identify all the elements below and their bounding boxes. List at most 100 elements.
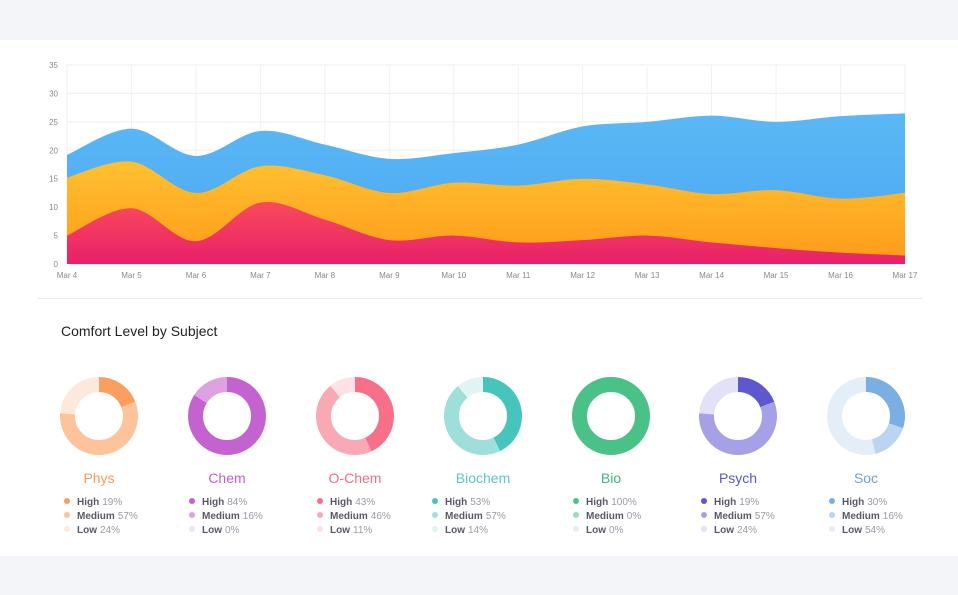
legend-item-medium: Medium 57% xyxy=(701,510,775,524)
donut-slice-low xyxy=(827,377,905,455)
donut-legend: High 84% Medium 16% Low 0% xyxy=(189,496,263,538)
legend-item-low: Low 24% xyxy=(701,524,775,538)
legend-dot xyxy=(189,498,195,504)
donut-chart xyxy=(444,377,522,455)
donut-chart xyxy=(316,377,394,455)
legend-level: Medium xyxy=(77,511,115,522)
legend-level: Low xyxy=(330,525,350,536)
legend-level: High xyxy=(330,497,353,508)
donut-legend: High 53% Medium 57% Low 14% xyxy=(432,496,506,538)
y-tick-label: 20 xyxy=(49,146,58,155)
legend-item-medium: Medium 57% xyxy=(432,510,506,524)
legend-level: Medium xyxy=(445,511,483,522)
legend-percent: 19% xyxy=(102,497,123,508)
legend-level: Medium xyxy=(202,511,240,522)
legend-level: Low xyxy=(842,525,862,536)
legend-level: Low xyxy=(714,525,734,536)
legend-level: High xyxy=(586,497,609,508)
legend-level: Medium xyxy=(714,511,752,522)
legend-percent: 16% xyxy=(882,511,903,522)
donut-o-chem: O-Chem High 43% Medium 46% Low 11% xyxy=(290,376,420,536)
legend-percent: 54% xyxy=(865,525,886,536)
legend-item-high: High 30% xyxy=(829,496,903,510)
legend-percent: 24% xyxy=(100,525,121,536)
legend-dot xyxy=(701,526,707,532)
donut-slice-medium xyxy=(699,377,777,455)
subject-name: O-Chem xyxy=(328,470,382,486)
legend-dot xyxy=(317,512,323,518)
donut-psych: Psych High 19% Medium 57% Low 24% xyxy=(673,376,803,536)
x-tick-label: Mar 5 xyxy=(121,271,142,280)
legend-percent: 46% xyxy=(370,511,391,522)
donut-slice-low xyxy=(699,377,777,455)
donut-chart xyxy=(188,377,266,455)
y-tick-label: 5 xyxy=(54,232,59,241)
y-tick-label: 10 xyxy=(49,203,58,212)
legend-percent: 19% xyxy=(739,497,760,508)
legend-percent: 43% xyxy=(355,497,376,508)
subject-name: Biochem xyxy=(455,470,511,486)
donut-legend: High 19% Medium 57% Low 24% xyxy=(701,496,775,538)
legend-dot xyxy=(64,526,70,532)
x-tick-label: Mar 17 xyxy=(893,271,918,280)
legend-percent: 57% xyxy=(485,511,506,522)
legend-dot xyxy=(829,526,835,532)
legend-level: High xyxy=(445,497,468,508)
legend-level: Medium xyxy=(330,511,368,522)
legend-item-low: Low 0% xyxy=(573,524,641,538)
donut-legend: High 100% Medium 0% Low 0% xyxy=(573,496,641,538)
legend-level: Low xyxy=(586,525,606,536)
subject-name: Phys xyxy=(83,470,115,486)
donut-chart xyxy=(827,377,905,455)
donut-chem: Chem High 84% Medium 16% Low 0% xyxy=(162,376,292,536)
legend-dot xyxy=(432,498,438,504)
donut-legend: High 43% Medium 46% Low 11% xyxy=(317,496,391,538)
x-tick-label: Mar 14 xyxy=(699,271,724,280)
legend-dot xyxy=(701,498,707,504)
legend-percent: 0% xyxy=(609,525,624,536)
legend-item-high: High 84% xyxy=(189,496,263,510)
legend-item-high: High 43% xyxy=(317,496,391,510)
legend-dot xyxy=(573,498,579,504)
y-tick-label: 35 xyxy=(49,61,58,70)
donut-biochem: Biochem High 53% Medium 57% Low 14% xyxy=(418,376,548,536)
donut-phys: Phys High 19% Medium 57% Low 24% xyxy=(34,376,164,536)
legend-percent: 11% xyxy=(353,525,373,536)
stacked-area-chart: 0 5 10 15 20 25 30 35 Mar 4 Mar 5 Mar 6 Mar 7 Mar 8 M… xyxy=(49,61,918,280)
legend-item-medium: Medium 57% xyxy=(64,510,138,524)
legend-percent: 57% xyxy=(117,511,138,522)
donut-slice-medium xyxy=(60,377,138,455)
x-tick-label: Mar 13 xyxy=(635,271,660,280)
y-tick-label: 25 xyxy=(49,118,58,127)
legend-percent: 57% xyxy=(754,511,775,522)
donut-slice-low xyxy=(60,377,138,455)
legend-percent: 53% xyxy=(470,497,491,508)
legend-item-medium: Medium 16% xyxy=(829,510,903,524)
legend-dot xyxy=(432,512,438,518)
legend-percent: 16% xyxy=(242,511,263,522)
donut-legend: High 19% Medium 57% Low 24% xyxy=(64,496,138,538)
legend-percent: 24% xyxy=(737,525,758,536)
x-tick-label: Mar 8 xyxy=(315,271,336,280)
x-tick-label: Mar 7 xyxy=(250,271,271,280)
dashboard-card: 0 5 10 15 20 25 30 35 Mar 4 Mar 5 Mar 6 Mar 7 Mar 8 M… xyxy=(0,40,958,556)
legend-dot xyxy=(64,512,70,518)
legend-item-low: Low 54% xyxy=(829,524,903,538)
legend-level: Medium xyxy=(586,511,624,522)
subject-name: Soc xyxy=(853,470,879,486)
legend-dot xyxy=(701,512,707,518)
donut-chart xyxy=(60,377,138,455)
x-tick-label: Mar 10 xyxy=(441,271,466,280)
legend-item-medium: Medium 0% xyxy=(573,510,641,524)
legend-item-high: High 19% xyxy=(64,496,138,510)
legend-item-medium: Medium 16% xyxy=(189,510,263,524)
legend-dot xyxy=(573,512,579,518)
x-tick-label: Mar 4 xyxy=(57,271,78,280)
legend-level: Low xyxy=(202,525,222,536)
legend-level: High xyxy=(714,497,737,508)
subject-name: Chem xyxy=(208,470,246,486)
legend-item-low: Low 11% xyxy=(317,524,391,538)
legend-dot xyxy=(829,512,835,518)
donut-slice-medium xyxy=(316,377,394,455)
donut-slice-medium xyxy=(188,377,266,455)
